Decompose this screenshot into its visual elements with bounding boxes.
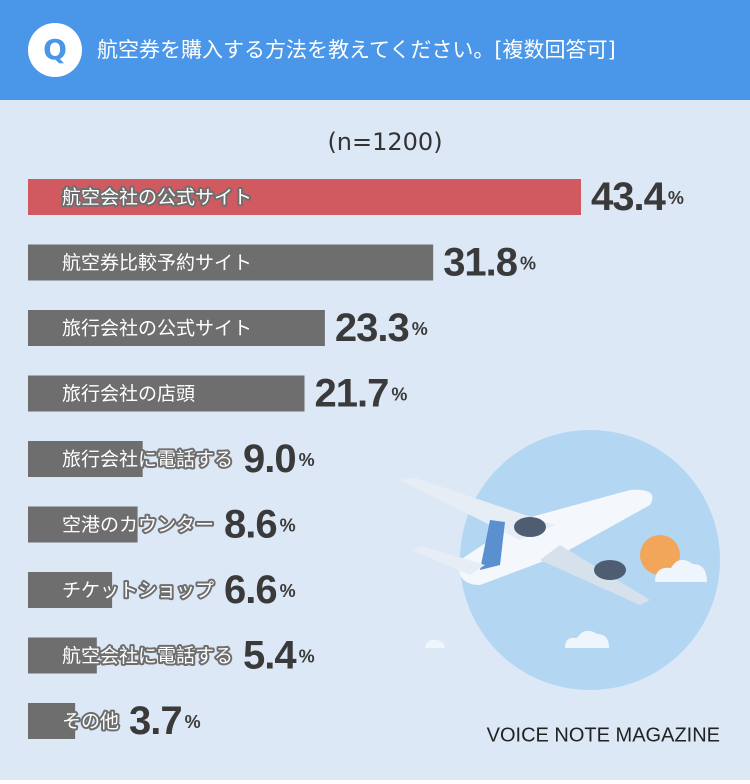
category-label: 旅行会社の店頭 (62, 383, 195, 405)
value-label: 6.6% (224, 568, 296, 612)
category-label: 航空会社の公式サイト (62, 187, 252, 209)
fuselage (459, 489, 653, 585)
badge-circle (28, 23, 82, 77)
bar (28, 244, 434, 281)
question: 航空券を購入する方法を教えてください。[複数回答可] (97, 38, 616, 62)
category-label: その他 (62, 711, 119, 733)
subtitle: (n=1200) (327, 128, 442, 156)
bar (28, 506, 138, 543)
bar (28, 179, 581, 215)
category-label: 航空会社に電話する (62, 645, 233, 667)
category-label: 旅行会社の公式サイト (62, 318, 252, 340)
header-bar (0, 0, 750, 100)
badge: Q (43, 33, 67, 66)
value-label: 8.6% (224, 502, 296, 546)
category-label: チケットショップ (62, 580, 214, 602)
bar (28, 637, 97, 674)
category-label: 旅行会社に電話する (62, 449, 233, 471)
illustration (400, 430, 720, 690)
cloud (655, 559, 707, 582)
category-label: 空港のカウンター (62, 514, 214, 536)
sky-circle (460, 430, 720, 690)
bar (28, 703, 76, 739)
engine (514, 517, 546, 537)
stabilizer (412, 546, 485, 575)
value-label: 9.0% (243, 437, 315, 481)
cloud (565, 630, 609, 648)
value-label: 3.7% (129, 699, 201, 743)
value-label: 21.7% (315, 371, 408, 415)
tail (480, 520, 505, 570)
source: VOICE NOTE MAGAZINE (487, 724, 720, 746)
category-label: 航空券比較予約サイト (62, 252, 252, 274)
bar (28, 572, 113, 608)
value-label: 43.4% (591, 175, 684, 219)
wing (540, 545, 650, 605)
bar (28, 441, 143, 477)
value-label: 31.8% (443, 240, 536, 284)
value-label: 23.3% (335, 306, 428, 350)
bars: 航空会社の公式サイト 43.4 % 航空券比較予約サイト 31.8 % 旅行会社の公式サイト… (28, 175, 685, 743)
bar (28, 375, 305, 412)
bar (28, 310, 325, 346)
value-label: 5.4% (243, 633, 315, 677)
sun (640, 535, 680, 575)
engine (594, 560, 626, 580)
cloud (425, 639, 445, 648)
